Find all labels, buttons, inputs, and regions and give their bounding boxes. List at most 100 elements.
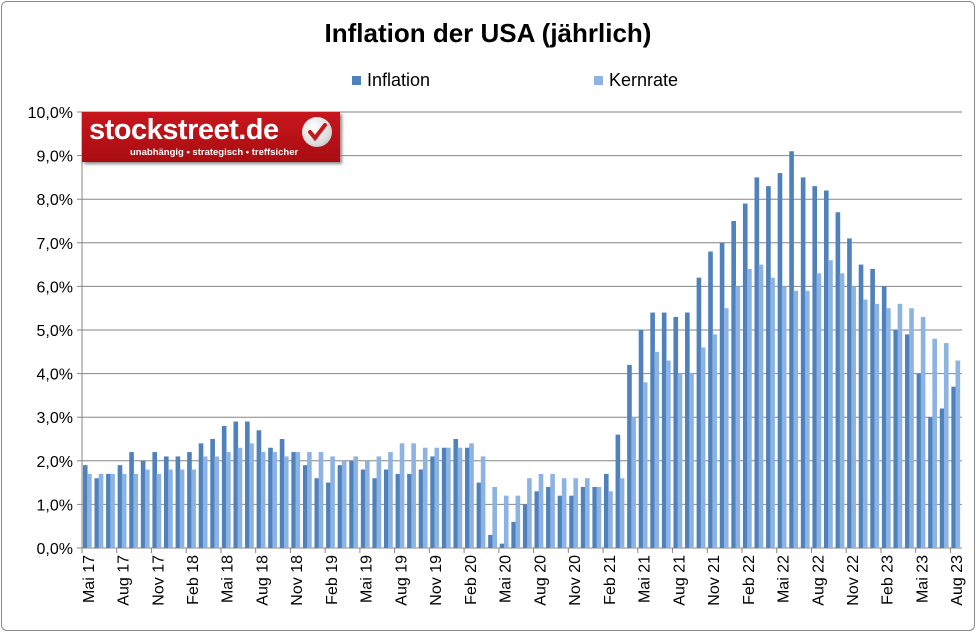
y-tick-label: 6,0% <box>37 279 73 296</box>
bar-inflation-jun-20 <box>511 521 516 548</box>
bar-inflation-jan-18 <box>175 456 181 548</box>
y-tick-label: 10,0% <box>28 105 73 122</box>
bar-inflation-mai-22 <box>777 173 783 549</box>
x-tick-label: Aug 19 <box>393 555 410 606</box>
bar-inflation-okt-18 <box>279 439 285 548</box>
x-tick-label: Feb 23 <box>880 555 897 605</box>
x-tick-label: Aug 21 <box>671 555 688 606</box>
y-tick-label: 1,0% <box>37 497 73 514</box>
logo-tagline: unabhängig • strategisch • treffsicher <box>130 147 299 158</box>
bar-kernrate-jan-23 <box>874 303 880 548</box>
bar-kernrate-jun-21 <box>654 351 660 548</box>
bar-inflation-nov-21 <box>708 251 713 548</box>
bar-kernrate-jul-20 <box>527 478 532 548</box>
bar-inflation-mrz-21 <box>615 434 621 548</box>
bar-kernrate-aug-21 <box>677 373 683 548</box>
legend-label-kernrate: Kernrate <box>609 70 679 90</box>
bar-inflation-aug-19 <box>395 473 401 548</box>
bar-inflation-dez-18 <box>302 465 308 548</box>
x-tick-label: Aug 17 <box>116 555 133 606</box>
bar-inflation-jun-23 <box>928 417 933 548</box>
bar-inflation-mai-20 <box>499 543 505 548</box>
bar-inflation-apr-19 <box>349 460 354 548</box>
bar-kernrate-dez-20 <box>584 478 590 548</box>
bar-inflation-dez-22 <box>858 264 864 548</box>
bar-kernrate-nov-19 <box>434 447 440 548</box>
x-tick-label: Nov 17 <box>150 555 167 606</box>
bar-kernrate-feb-19 <box>330 456 335 548</box>
x-tick-label: Feb 21 <box>602 555 619 605</box>
bar-inflation-sep-20 <box>546 486 551 548</box>
bar-inflation-apr-20 <box>488 534 493 548</box>
bar-inflation-apr-21 <box>627 364 632 548</box>
bar-kernrate-dez-18 <box>307 452 312 548</box>
bar-kernrate-nov-17 <box>156 473 162 548</box>
bar-kernrate-mai-20 <box>503 495 509 548</box>
bar-kernrate-jan-18 <box>179 469 185 548</box>
bar-inflation-mrz-18 <box>198 443 204 548</box>
bar-kernrate-sep-22 <box>828 260 833 548</box>
bar-inflation-jan-20 <box>453 439 459 548</box>
bar-kernrate-feb-22 <box>747 268 752 548</box>
bar-kernrate-jan-20 <box>457 447 463 548</box>
bar-inflation-jun-17 <box>94 478 100 548</box>
bar-inflation-aug-22 <box>812 186 818 548</box>
bar-kernrate-mrz-18 <box>202 456 208 548</box>
bar-kernrate-sep-20 <box>550 473 555 548</box>
bar-kernrate-jun-23 <box>932 338 937 548</box>
bar-kernrate-jun-20 <box>515 495 521 548</box>
x-tick-label: Aug 18 <box>254 555 271 606</box>
bar-inflation-jun-22 <box>789 151 794 549</box>
bar-kernrate-mai-19 <box>364 460 370 548</box>
bar-inflation-apr-22 <box>766 186 771 548</box>
bar-inflation-mai-19 <box>360 469 366 548</box>
bar-inflation-jun-21 <box>650 312 655 548</box>
bar-inflation-okt-17 <box>140 460 146 548</box>
y-tick-label: 0,0% <box>37 541 73 558</box>
y-tick-label: 5,0% <box>37 323 73 340</box>
x-tick-label: Aug 23 <box>949 555 966 606</box>
bar-kernrate-jul-18 <box>249 443 254 548</box>
bar-kernrate-apr-22 <box>770 277 775 548</box>
bar-kernrate-okt-18 <box>283 456 289 548</box>
bar-kernrate-mai-18 <box>226 452 231 548</box>
bar-inflation-jan-23 <box>870 268 875 548</box>
bar-kernrate-jun-19 <box>376 456 382 548</box>
bar-inflation-jul-20 <box>522 504 528 548</box>
bar-inflation-mrz-19 <box>337 465 343 548</box>
x-tick-label: Feb 18 <box>185 555 202 605</box>
bar-kernrate-nov-22 <box>851 286 856 548</box>
bar-inflation-jan-21 <box>592 486 598 548</box>
bar-inflation-jun-18 <box>233 421 239 548</box>
bar-inflation-feb-21 <box>603 473 609 548</box>
chart-title: Inflation der USA (jährlich) <box>324 18 652 48</box>
bar-kernrate-jul-19 <box>388 452 393 548</box>
bar-inflation-dez-21 <box>719 242 725 549</box>
bar-inflation-feb-19 <box>326 482 331 548</box>
bar-inflation-jul-23 <box>939 408 945 548</box>
bar-kernrate-aug-22 <box>816 273 822 548</box>
bar-inflation-dez-20 <box>580 486 586 548</box>
bar-inflation-nov-22 <box>847 238 852 548</box>
bar-kernrate-mrz-20 <box>480 456 486 548</box>
x-tick-label: Feb 20 <box>463 555 480 605</box>
bar-kernrate-aug-17 <box>121 473 127 548</box>
bar-kernrate-mrz-19 <box>341 460 347 548</box>
x-tick-label: Mai 23 <box>914 555 931 603</box>
bar-inflation-sep-22 <box>823 190 829 549</box>
bar-kernrate-sep-21 <box>689 373 694 548</box>
bar-inflation-jun-19 <box>372 478 378 548</box>
bar-kernrate-feb-21 <box>608 491 613 548</box>
bar-inflation-mrz-22 <box>754 177 760 548</box>
bar-kernrate-sep-19 <box>411 443 416 548</box>
bar-inflation-apr-23 <box>905 334 910 548</box>
bar-kernrate-mrz-23 <box>897 303 903 548</box>
x-tick-label: Aug 22 <box>810 555 827 606</box>
bar-kernrate-apr-19 <box>353 456 359 548</box>
bar-kernrate-mrz-21 <box>619 478 625 548</box>
bar-kernrate-nov-18 <box>295 452 301 548</box>
bar-inflation-nov-19 <box>430 456 435 548</box>
x-tick-label: Mai 17 <box>81 555 98 603</box>
bar-kernrate-okt-19 <box>422 447 428 548</box>
bar-kernrate-nov-20 <box>573 478 579 548</box>
